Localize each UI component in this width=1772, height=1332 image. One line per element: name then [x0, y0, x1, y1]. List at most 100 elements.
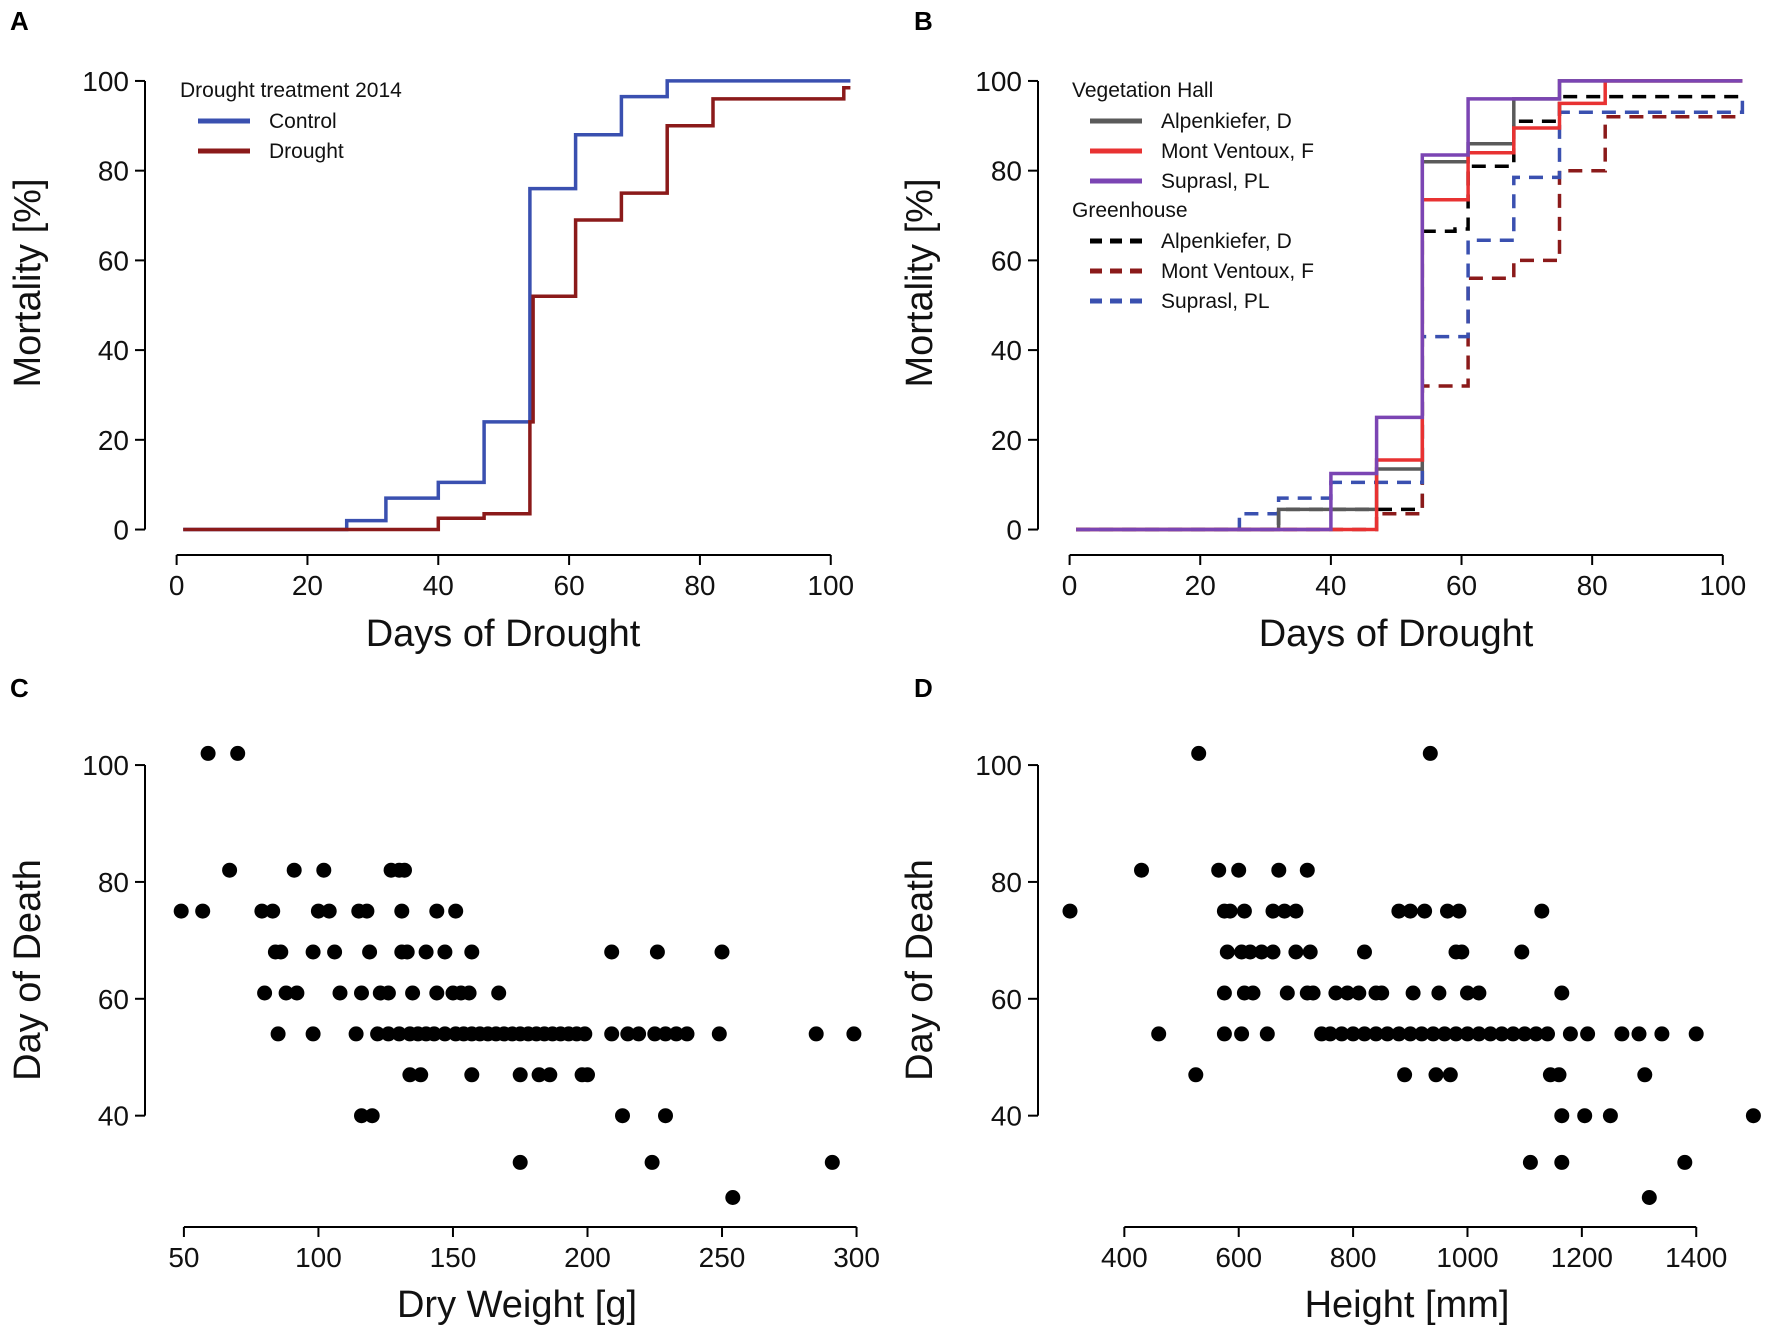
panel-a-x-ticks: 0 20 40 60 80 100 — [169, 555, 854, 601]
panel-b-legend: Vegetation Hall Alpenkiefer, D Mont Vent… — [1072, 79, 1314, 313]
scatter-point — [1151, 1026, 1167, 1042]
scatter-point — [1379, 1026, 1395, 1042]
scatter-point — [265, 903, 281, 919]
scatter-point — [846, 1026, 862, 1042]
scatter-point — [1534, 903, 1550, 919]
scatter-point — [397, 862, 412, 878]
panel-d-x-ticks: 400 600 800 1000 1200 1400 — [1101, 1227, 1727, 1273]
x-tick-label: 40 — [423, 570, 454, 601]
scatter-point — [426, 1026, 442, 1042]
scatter-point — [354, 1108, 369, 1124]
y-tick-label: 80 — [991, 867, 1022, 898]
scatter-point — [1062, 903, 1078, 919]
x-tick-label: 100 — [1699, 570, 1746, 601]
scatter-point — [1431, 985, 1447, 1001]
x-tick-label: 60 — [554, 570, 585, 601]
scatter-point — [1505, 1026, 1521, 1042]
scatter-point — [267, 944, 283, 960]
scatter-point — [1460, 1026, 1475, 1042]
scatter-point — [1614, 1026, 1630, 1042]
scatter-point — [512, 1067, 528, 1083]
x-tick-label: 200 — [564, 1242, 611, 1273]
scatter-point — [604, 944, 620, 960]
panel-a-x-axis-label: Days of Drought — [366, 613, 641, 655]
x-tick-label: 60 — [1446, 570, 1477, 601]
panel-b-y-ticks: 0 20 40 60 80 100 — [975, 66, 1038, 546]
x-tick-label: 1200 — [1551, 1242, 1613, 1273]
x-tick-label: 0 — [1062, 570, 1078, 601]
scatter-point — [286, 862, 302, 878]
scatter-point — [429, 903, 445, 919]
y-tick-label: 80 — [98, 156, 129, 187]
panel-b-y-axis-label: Mortality [%] — [899, 178, 941, 387]
scatter-point — [1602, 1108, 1618, 1124]
scatter-point — [1245, 985, 1261, 1001]
scatter-point — [1448, 1026, 1464, 1042]
y-tick-label: 0 — [1006, 515, 1022, 546]
scatter-point — [310, 903, 326, 919]
scatter-point — [1288, 903, 1304, 919]
y-tick-label: 20 — [98, 425, 129, 456]
scatter-point — [448, 903, 464, 919]
panel-b: B 0 20 40 60 80 100 0 20 40 60 80 100 Days of Drou… — [899, 6, 1746, 655]
scatter-point — [1482, 1026, 1498, 1042]
scatter-point — [354, 985, 369, 1001]
scatter-point — [1402, 903, 1418, 919]
scatter-point — [316, 862, 332, 878]
scatter-point — [394, 903, 410, 919]
panel-c-x-ticks: 50 100 150 200 250 300 — [168, 1227, 880, 1273]
scatter-point — [1471, 985, 1487, 1001]
scatter-point — [332, 985, 348, 1001]
scatter-point — [1339, 985, 1355, 1001]
scatter-point — [399, 944, 415, 960]
scatter-point — [305, 944, 321, 960]
x-tick-label: 100 — [295, 1242, 342, 1273]
y-tick-label: 80 — [991, 156, 1022, 187]
scatter-point — [1405, 985, 1421, 1001]
scatter-point — [725, 1190, 741, 1205]
scatter-point — [1219, 944, 1235, 960]
scatter-point — [1265, 944, 1281, 960]
y-tick-label: 100 — [975, 750, 1022, 781]
scatter-point — [512, 1154, 528, 1170]
series-line-vh-mont-ventoux-f — [1076, 79, 1743, 532]
scatter-point — [714, 944, 730, 960]
scatter-point — [380, 1026, 396, 1042]
scatter-point — [808, 1026, 824, 1042]
scatter-point — [1554, 985, 1570, 1001]
scatter-point — [1216, 985, 1232, 1001]
scatter-point — [658, 1108, 673, 1124]
panel-b-x-ticks: 0 20 40 60 80 100 — [1062, 555, 1746, 601]
scatter-point — [362, 944, 378, 960]
x-tick-label: 600 — [1215, 1242, 1262, 1273]
y-tick-label: 60 — [98, 984, 129, 1015]
series-line-gh-mont-ventoux-f — [1076, 115, 1743, 532]
scatter-point — [1302, 944, 1318, 960]
y-tick-label: 40 — [991, 1101, 1022, 1132]
scatter-point — [1428, 1067, 1444, 1083]
x-tick-label: 40 — [1315, 570, 1346, 601]
scatter-point — [1305, 985, 1321, 1001]
panel-d-y-ticks: 40 60 80 100 — [975, 750, 1038, 1132]
x-tick-label: 300 — [833, 1242, 880, 1273]
scatter-point — [1451, 903, 1467, 919]
x-tick-label: 100 — [807, 570, 854, 601]
scatter-point — [1580, 1026, 1596, 1042]
scatter-point — [418, 944, 434, 960]
scatter-point — [1279, 985, 1295, 1001]
scatter-point — [1265, 903, 1281, 919]
scatter-point — [1391, 903, 1407, 919]
y-tick-label: 20 — [991, 425, 1022, 456]
scatter-point — [1522, 1154, 1538, 1170]
y-tick-label: 60 — [98, 245, 129, 276]
scatter-point — [461, 985, 477, 1001]
scatter-point — [348, 1026, 364, 1042]
legend-label-vh-alpenkiefer: Alpenkiefer, D — [1161, 110, 1292, 133]
scatter-point — [1211, 862, 1227, 878]
panel-b-legend-group-vegetation-hall: Vegetation Hall — [1072, 79, 1213, 102]
scatter-point — [1414, 1026, 1430, 1042]
scatter-point — [278, 985, 294, 1001]
panel-d-x-axis-label: Height [mm] — [1305, 1284, 1510, 1326]
panel-b-legend-group-greenhouse: Greenhouse — [1072, 199, 1188, 222]
